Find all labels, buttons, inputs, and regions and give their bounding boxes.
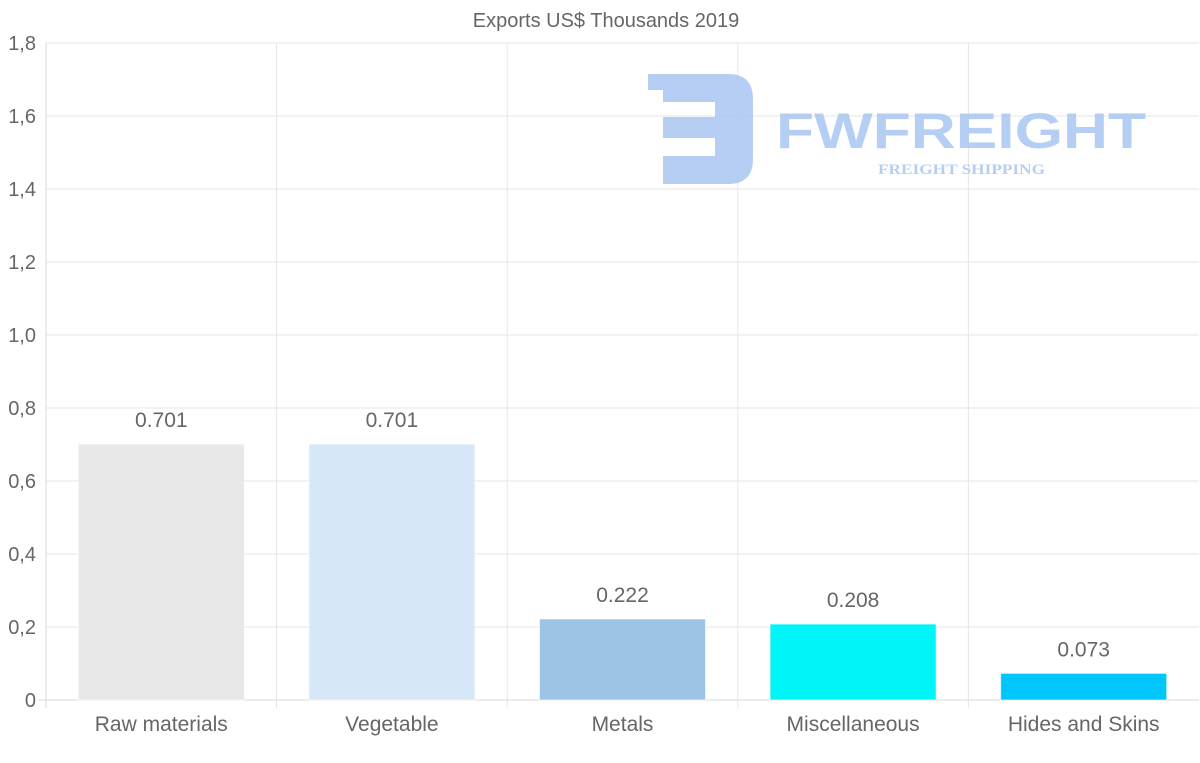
y-tick-label: 0,4 [8,544,36,566]
y-tick-label: 1,0 [8,325,36,347]
watermark-logo: FWFREIGHT FREIGHT SHIPPING [648,74,1146,184]
bars [77,443,1168,701]
y-tick-label: 0,8 [8,398,36,420]
bar-value-label: 0.701 [135,409,188,432]
y-tick-label: 1,4 [8,179,36,201]
data-labels: 0.701 0.701 0.222 0.208 0.073 [135,409,1110,661]
x-category-label: Vegetable [345,713,438,736]
x-category-label: Hides and Skins [1008,713,1160,736]
watermark-brand: FWFREIGHT [776,103,1146,159]
bar-miscellaneous[interactable] [769,623,937,701]
x-category-label: Raw materials [95,713,228,736]
y-tick-label: 0,6 [8,471,36,493]
bar-value-label: 0.073 [1057,638,1110,661]
x-category-label: Metals [592,713,654,736]
y-tick-label: 1,2 [8,252,36,274]
y-tick-label: 0 [25,690,36,712]
y-tick-label: 0,2 [8,617,36,639]
chart-title: Exports US$ Thousands 2019 [473,10,739,32]
bar-value-label: 0.222 [596,584,649,607]
y-tick-label: 1,8 [8,33,36,55]
bar-raw-materials[interactable] [77,443,245,701]
bar-value-label: 0.701 [366,409,419,432]
bar-hides-and-skins[interactable] [1000,672,1168,701]
x-axis-category-labels: Raw materials Vegetable Metals Miscellaneou… [95,713,1160,736]
watermark-tagline: FREIGHT SHIPPING [878,162,1045,178]
y-axis-tick-labels: 0 0,2 0,4 0,6 0,8 1,0 1,2 1,4 1,6 1,8 [8,33,36,712]
logo-mark-icon [648,74,753,184]
y-tick-label: 1,6 [8,106,36,128]
bar-vegetable[interactable] [308,443,476,701]
x-category-label: Miscellaneous [787,713,920,736]
bar-value-label: 0.208 [827,589,880,612]
bar-metals[interactable] [538,618,707,701]
